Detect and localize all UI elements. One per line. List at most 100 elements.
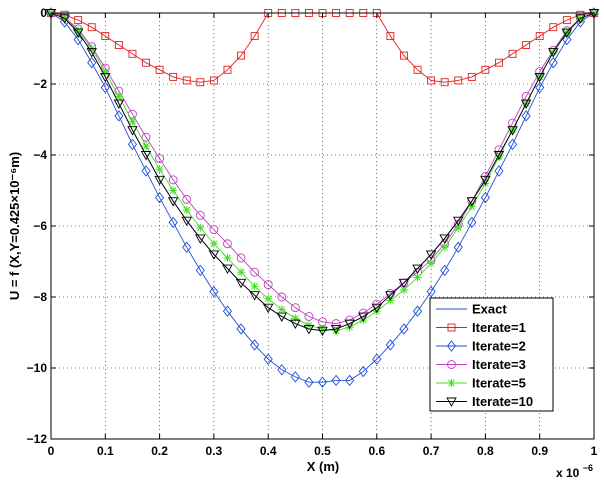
- y-axis-label: U = f (X,Y=0.425×10⁻⁶m): [7, 152, 22, 300]
- legend-item: Iterate=5: [436, 376, 526, 391]
- data-point: [155, 65, 164, 74]
- data-point: [74, 16, 83, 25]
- data-point: [507, 138, 518, 151]
- data-point: [72, 28, 84, 38]
- data-point: [262, 303, 274, 314]
- data-point: [439, 234, 450, 244]
- data-point: [493, 151, 505, 161]
- data-point: [182, 206, 191, 215]
- data-point: [453, 241, 463, 254]
- data-point: [371, 303, 383, 314]
- data-point: [330, 325, 342, 335]
- data-point: [209, 239, 218, 248]
- data-point: [168, 216, 178, 229]
- data-point: [87, 23, 96, 32]
- data-point: [209, 225, 219, 235]
- data-point: [291, 314, 300, 323]
- data-point: [195, 234, 206, 244]
- data-point: [128, 117, 137, 126]
- data-point: [250, 32, 259, 41]
- data-point: [412, 264, 423, 275]
- legend-item: Iterate=2: [436, 339, 526, 354]
- data-point: [413, 65, 422, 74]
- data-point: [128, 49, 137, 58]
- data-point: [223, 239, 232, 249]
- data-point: [385, 291, 396, 301]
- data-point: [494, 165, 504, 177]
- data-point: [154, 175, 165, 186]
- x-tick-label: 0.5: [314, 444, 331, 458]
- data-point: [548, 56, 558, 69]
- legend-label: Iterate=1: [472, 320, 526, 335]
- series-iterate-10: [45, 9, 600, 337]
- data-point: [385, 339, 395, 351]
- data-point: [235, 278, 247, 289]
- data-point: [495, 58, 503, 67]
- data-point: [344, 319, 355, 330]
- data-point: [357, 312, 369, 322]
- series-line: [50, 12, 595, 383]
- y-tick-label: −12: [27, 432, 48, 446]
- data-point: [169, 72, 178, 81]
- data-point: [167, 197, 179, 207]
- data-point: [142, 58, 150, 67]
- data-point: [466, 197, 478, 207]
- data-point: [86, 48, 97, 58]
- data-point: [549, 23, 558, 32]
- data-point: [101, 32, 110, 41]
- data-point: [522, 41, 531, 49]
- x-tick-label: 0.4: [260, 444, 277, 458]
- data-point: [100, 72, 111, 83]
- x-tick-label: 0.1: [97, 444, 114, 458]
- data-point: [535, 81, 545, 94]
- data-point: [74, 26, 83, 35]
- data-point: [480, 175, 491, 186]
- data-point: [195, 264, 205, 277]
- data-point: [467, 72, 476, 81]
- legend-marker: [446, 340, 457, 352]
- data-point: [100, 81, 110, 94]
- data-point: [169, 186, 178, 195]
- data-point: [534, 72, 545, 83]
- data-point: [222, 305, 233, 317]
- y-tick-label: 0: [40, 6, 47, 20]
- data-point: [440, 243, 449, 252]
- data-point: [263, 353, 273, 365]
- data-point: [73, 33, 83, 46]
- data-point: [264, 294, 273, 303]
- data-point: [182, 194, 192, 204]
- data-point: [520, 99, 532, 109]
- data-point: [249, 291, 260, 301]
- y-tick-label: −10: [27, 361, 48, 375]
- x-tick-label: 0.6: [368, 444, 385, 458]
- data-point: [127, 138, 138, 151]
- series-iterate-3: [46, 8, 599, 329]
- data-point: [548, 48, 559, 58]
- y-tick-label: −6: [33, 219, 47, 233]
- x-axis-label: X (m): [307, 459, 340, 474]
- x-tick-label: 0.3: [206, 444, 223, 458]
- data-point: [114, 92, 123, 101]
- data-point: [277, 305, 286, 314]
- data-point: [127, 126, 138, 136]
- data-point: [426, 285, 436, 298]
- data-point: [277, 364, 287, 376]
- data-point: [114, 110, 124, 122]
- data-point: [467, 216, 477, 229]
- data-point: [59, 14, 70, 24]
- data-point: [142, 142, 151, 151]
- y-tick-label: −8: [33, 290, 47, 304]
- data-point: [427, 76, 436, 85]
- data-point: [87, 56, 97, 69]
- data-point: [250, 282, 259, 291]
- data-point: [141, 132, 151, 142]
- data-point: [290, 371, 300, 383]
- data-point: [168, 175, 178, 185]
- data-point: [155, 165, 164, 174]
- data-point: [236, 253, 246, 263]
- data-point: [155, 154, 165, 164]
- data-point: [155, 191, 165, 204]
- data-point: [263, 280, 273, 290]
- y-tick-label: −4: [33, 148, 47, 162]
